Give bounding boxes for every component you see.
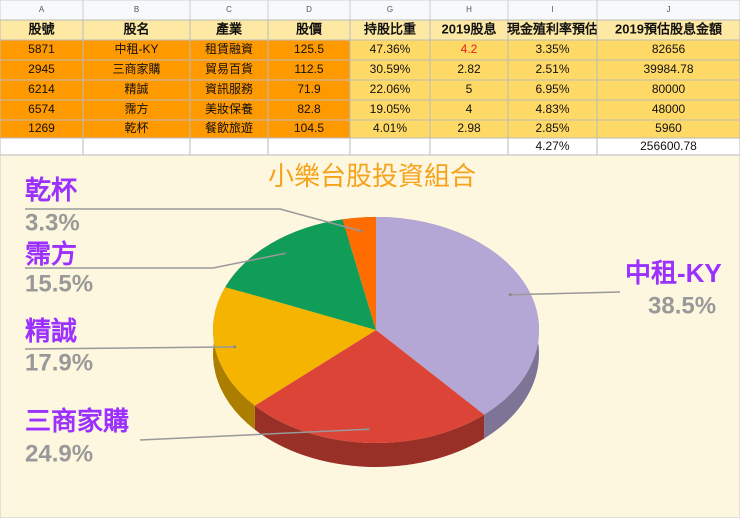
slice-percent: 38.5% xyxy=(648,292,716,319)
cell-text: 2.98 xyxy=(457,121,481,135)
pie-slice xyxy=(225,219,376,330)
slice-name: 中租-KY xyxy=(625,258,722,288)
cell xyxy=(82,137,191,156)
column-letter: A xyxy=(39,5,45,14)
leader-dot xyxy=(359,229,363,233)
cell-text: 2.51% xyxy=(535,62,569,76)
slice-name: 乾杯 xyxy=(25,175,77,205)
cell-text: 71.9 xyxy=(297,82,321,96)
cell-text: 6574 xyxy=(28,102,55,116)
pie-slice xyxy=(342,217,376,330)
cell-text: 霈方 xyxy=(124,101,148,116)
slice-name: 三商家購 xyxy=(25,406,129,436)
cell-text: 租賃融資 xyxy=(205,41,253,56)
cell-text: 5 xyxy=(466,82,473,96)
pie-slice xyxy=(376,217,539,415)
header-text: 2019股息 xyxy=(442,21,497,36)
cell xyxy=(596,137,740,156)
header-text: 股價 xyxy=(296,21,323,36)
cell-text: 6214 xyxy=(28,82,55,96)
column-letter: H xyxy=(466,5,472,14)
pie-side xyxy=(212,286,255,430)
cell-text: 2.82 xyxy=(457,62,481,76)
slice-name: 霈方 xyxy=(25,239,77,269)
column-letter: J xyxy=(667,5,671,14)
cell-text: 19.05% xyxy=(370,102,411,116)
cell-text: 30.59% xyxy=(370,62,411,76)
cell-text: 2945 xyxy=(28,62,55,76)
cell xyxy=(349,137,431,156)
slice-percent: 24.9% xyxy=(25,440,93,467)
pie-side xyxy=(254,405,485,468)
leader-line xyxy=(24,346,235,350)
header-text: 現金殖利率預估 xyxy=(507,21,598,36)
cell-text: 資訊服務 xyxy=(205,81,253,96)
cell-text: 精誠 xyxy=(124,82,148,96)
cell-text: 4.2 xyxy=(461,42,478,56)
leader-dot xyxy=(233,345,237,349)
cell-text: 三商家購 xyxy=(112,61,160,76)
leader-line xyxy=(139,428,368,441)
header-text: 產業 xyxy=(215,21,243,36)
cell-text: 39984.78 xyxy=(643,62,693,76)
leader-dot xyxy=(366,427,370,431)
cell xyxy=(189,137,269,156)
column-letter: D xyxy=(306,5,312,14)
cell-text: 5871 xyxy=(28,42,55,56)
column-letter: B xyxy=(134,5,139,14)
column-letter: G xyxy=(387,5,393,14)
header-text: 股名 xyxy=(123,21,149,36)
header-text: 持股比重 xyxy=(364,21,416,36)
cell-text: 48000 xyxy=(652,102,686,116)
total-text: 256600.78 xyxy=(640,139,697,153)
cell-text: 4.83% xyxy=(535,102,569,116)
leader-line xyxy=(25,208,362,232)
cell xyxy=(429,137,509,156)
cell-text: 47.36% xyxy=(370,42,411,56)
cell-text: 餐飲旅遊 xyxy=(205,120,253,135)
pie-slice xyxy=(254,330,485,443)
cell xyxy=(267,137,351,156)
slice-percent: 15.5% xyxy=(25,270,93,297)
header-text: 2019預估股息金額 xyxy=(615,21,722,36)
cell xyxy=(0,137,84,156)
cell-text: 中租-KY xyxy=(114,41,158,56)
cell-text: 22.06% xyxy=(370,82,411,96)
cell-text: 1269 xyxy=(28,121,55,135)
cell-text: 80000 xyxy=(652,82,686,96)
slice-percent: 3.3% xyxy=(25,209,80,236)
cell-text: 2.85% xyxy=(535,121,569,135)
leader-dot xyxy=(508,293,512,297)
slice-percent: 17.9% xyxy=(25,349,93,376)
chart-title: 小樂台股投資組合 xyxy=(268,161,476,191)
cell-text: 82.8 xyxy=(297,102,321,116)
slice-name: 精誠 xyxy=(25,316,77,346)
leader-line xyxy=(25,252,285,269)
pie-slice xyxy=(212,286,376,406)
cell-text: 82656 xyxy=(652,42,686,56)
cell-text: 乾杯 xyxy=(124,121,148,135)
cell-text: 125.5 xyxy=(294,42,324,56)
leader-dot xyxy=(282,252,286,256)
cell-text: 貿易百貨 xyxy=(205,61,253,76)
header-text: 股號 xyxy=(28,21,54,36)
cell-text: 5960 xyxy=(655,121,682,135)
total-text: 4.27% xyxy=(535,139,569,153)
cell-text: 4 xyxy=(466,102,473,116)
column-letter: I xyxy=(551,5,553,14)
cell-text: 3.35% xyxy=(535,42,569,56)
cell-text: 6.95% xyxy=(535,82,569,96)
cell-text: 112.5 xyxy=(294,62,323,76)
column-letter: C xyxy=(226,5,232,14)
cell-text: 4.01% xyxy=(373,121,407,135)
cell-text: 美妝保養 xyxy=(205,101,253,116)
cell-text: 104.5 xyxy=(294,121,324,135)
leader-line xyxy=(510,291,621,296)
